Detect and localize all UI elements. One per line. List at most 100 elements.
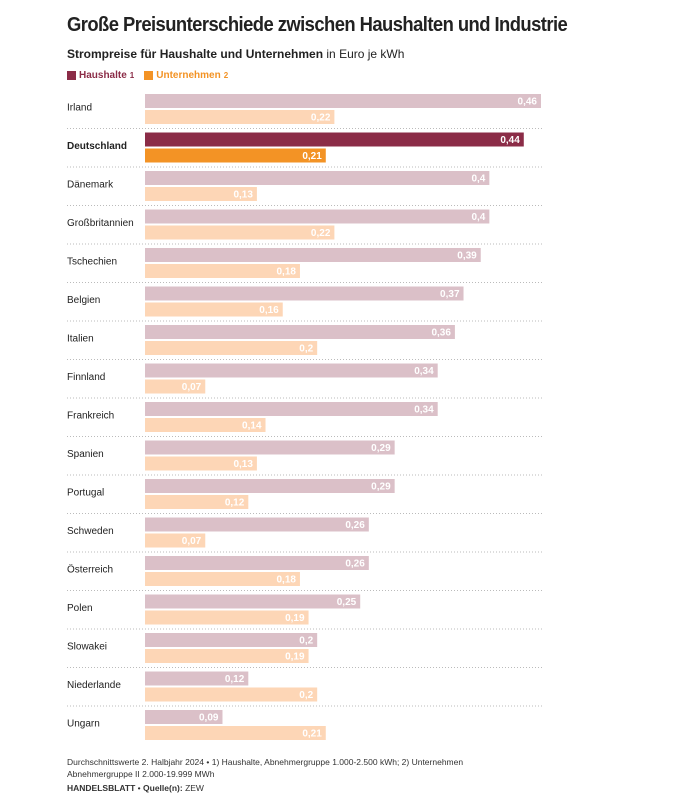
value-label: 0,26 [345,559,365,570]
value-label: 0,19 [285,613,305,624]
category-label: Finnland [67,372,105,383]
bar [145,225,335,240]
bar [145,402,438,416]
value-label: 0,13 [233,459,253,470]
value-label: 0,26 [345,520,365,531]
bar [145,572,300,586]
source-row: HANDELSBLATT • Quelle(n): ZEW [67,783,204,793]
legend-label: Haushalte [79,70,127,81]
bar [145,264,300,278]
category-label: Dänemark [67,180,114,191]
value-label: 0,16 [259,305,279,316]
value-label: 0,2 [299,690,313,701]
category-label: Spanien [67,449,104,460]
bar [145,687,318,702]
bar [145,325,455,339]
bar [145,533,206,548]
legend-swatch [67,71,76,80]
bar [145,110,335,124]
value-label: 0,21 [302,151,322,162]
category-label: Irland [67,103,92,114]
subtitle-row: Strompreise für Haushalte und Unternehme… [67,47,404,61]
bar [145,610,309,625]
legend: Haushalte 1 Unternehmen 2 [67,70,228,81]
bar [145,556,369,570]
category-label: Belgien [67,295,100,306]
value-label: 0,4 [471,212,485,223]
bar [145,187,257,201]
legend-swatch [144,71,154,80]
bar [145,726,326,740]
legend-item: Haushalte 1 [67,70,134,81]
source: ZEW [185,783,204,793]
bar [145,594,361,609]
category-label: Schweden [67,526,114,537]
bar [145,710,223,724]
bar [145,363,438,378]
value-label: 0,29 [371,482,391,493]
publisher: HANDELSBLATT [67,783,136,793]
value-label: 0,2 [299,344,313,355]
bar [145,379,206,394]
bar [145,456,257,471]
value-label: 0,34 [414,405,434,416]
value-label: 0,21 [302,729,322,740]
value-label: 0,07 [182,536,202,547]
value-label: 0,13 [233,190,253,201]
bar [145,132,524,147]
value-label: 0,09 [199,713,219,724]
bar [145,671,249,686]
category-label: Niederlande [67,680,121,691]
value-label: 0,39 [457,251,477,262]
value-label: 0,18 [276,267,296,278]
value-label: 0,37 [440,289,460,300]
bar [145,418,266,432]
bar [145,302,283,317]
footnote: Durchschnittswerte 2. Halbjahr 2024 • 1)… [67,757,464,779]
subtitle: Strompreise für Haushalte und Unternehme… [67,47,324,61]
value-label: 0,22 [311,228,331,239]
chart: Irland 0,46 0,22 Deutschland 0,44 0,21 Dänemar… [67,94,543,740]
value-label: 0,22 [311,113,331,124]
bar [145,633,318,647]
category-label: Slowakei [67,642,107,653]
legend-note: 1 [129,71,135,80]
chart-title: Große Preisunterschiede zwischen Haushal… [67,14,568,36]
category-label: Großbritannien [67,218,134,229]
bar [145,148,326,163]
category-label: Tschechien [67,257,117,268]
value-label: 0,25 [337,597,357,608]
category-label: Österreich [67,564,113,576]
bar [145,649,309,663]
value-label: 0,2 [299,636,313,647]
source-label: Quelle(n): [143,783,183,793]
category-label: Polen [67,603,93,614]
bar [145,495,249,509]
value-label: 0,19 [285,652,305,663]
category-label: Italien [67,334,94,345]
category-label: Frankreich [67,411,114,422]
value-label: 0,36 [431,328,451,339]
legend-label: Unternehmen [156,70,221,81]
bar [145,440,395,455]
value-label: 0,44 [500,135,520,146]
bar [145,248,481,262]
bar [145,479,395,493]
bar [145,517,369,532]
category-label: Portugal [67,488,104,499]
bar [145,286,464,301]
unit: in Euro je kWh [326,47,405,61]
category-label: Deutschland [67,141,127,152]
legend-note: 2 [223,71,229,80]
value-label: 0,12 [225,498,245,509]
bar [145,209,490,224]
value-label: 0,46 [518,97,538,108]
bar [145,171,490,185]
value-label: 0,18 [276,575,296,586]
value-label: 0,34 [414,366,434,377]
value-label: 0,4 [471,174,485,185]
legend-item: Unternehmen 2 [144,70,228,81]
bar [145,94,541,108]
bar [145,341,318,355]
